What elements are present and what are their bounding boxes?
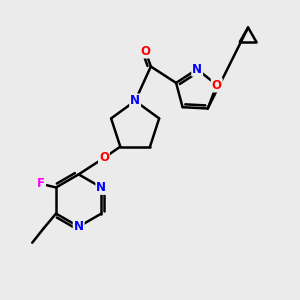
Text: N: N xyxy=(74,220,84,233)
Text: N: N xyxy=(96,181,106,194)
Text: O: O xyxy=(212,79,222,92)
Text: O: O xyxy=(140,45,151,58)
Text: N: N xyxy=(192,63,202,76)
Text: O: O xyxy=(99,152,109,164)
Text: F: F xyxy=(37,177,45,190)
Text: N: N xyxy=(130,94,140,107)
